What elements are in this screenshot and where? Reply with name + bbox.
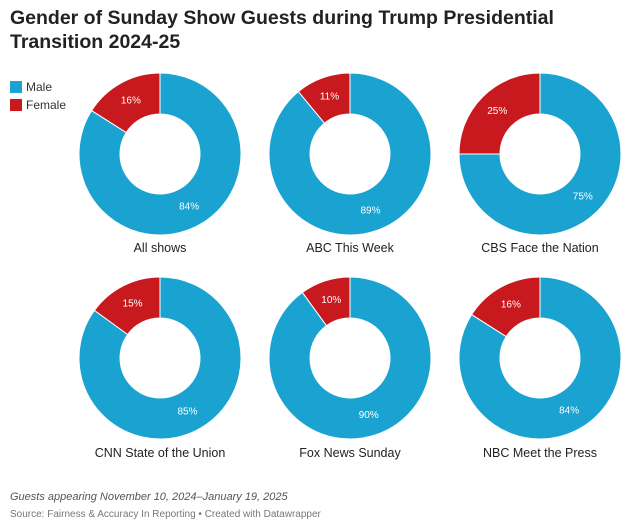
- legend-swatch-female: [10, 99, 22, 111]
- slice-label-female-abc-this-week: 11%: [320, 92, 339, 103]
- slice-male-cnn-state-of-the-union: [78, 276, 242, 440]
- slice-male-abc-this-week: [268, 72, 432, 236]
- slice-label-female-all-shows: 16%: [121, 96, 141, 107]
- slice-female-fox-news-sunday: [301, 276, 351, 327]
- slice-male-all-shows: [78, 72, 242, 236]
- slice-female-abc-this-week: [297, 72, 351, 124]
- donut-nbc-meet-the-press: 84% 16% NBC Meet the Press: [458, 276, 622, 460]
- slice-female-all-shows: [90, 72, 161, 134]
- slice-label-male-cbs-face-the-nation: 75%: [573, 191, 593, 202]
- donut-title-cnn-state-of-the-union: CNN State of the Union: [95, 446, 226, 460]
- legend-label-female: Female: [26, 98, 67, 112]
- slice-label-male-abc-this-week: 89%: [360, 206, 380, 217]
- slice-label-female-cnn-state-of-the-union: 15%: [123, 299, 143, 310]
- slice-male-fox-news-sunday: [268, 276, 432, 440]
- legend-swatch-male: [10, 81, 22, 93]
- slice-label-female-nbc-meet-the-press: 16%: [501, 300, 521, 311]
- slice-label-male-fox-news-sunday: 90%: [359, 410, 379, 421]
- slice-female-cbs-face-the-nation: [458, 72, 541, 155]
- slice-male-nbc-meet-the-press: [458, 276, 622, 440]
- slice-female-nbc-meet-the-press: [470, 276, 541, 338]
- legend-label-male: Male: [26, 80, 53, 94]
- donut-cnn-state-of-the-union: 85% 15% CNN State of the Union: [78, 276, 242, 460]
- slice-male-cbs-face-the-nation: [458, 72, 622, 236]
- slice-label-female-cbs-face-the-nation: 25%: [487, 106, 507, 117]
- donut-title-nbc-meet-the-press: NBC Meet the Press: [483, 446, 597, 460]
- donut-cbs-face-the-nation: 75% 25% CBS Face the Nation: [458, 72, 622, 255]
- legend-item-male: Male: [10, 78, 66, 96]
- donut-title-fox-news-sunday: Fox News Sunday: [299, 446, 401, 460]
- slice-label-male-cnn-state-of-the-union: 85%: [177, 407, 197, 418]
- donut-all-shows: 84% 16% All shows: [78, 72, 242, 255]
- source-credit: Source: Fairness & Accuracy In Reporting…: [10, 509, 321, 520]
- slice-label-male-all-shows: 84%: [179, 202, 199, 213]
- chart-title: Gender of Sunday Show Guests during Trum…: [10, 7, 554, 53]
- donut-title-abc-this-week: ABC This Week: [306, 241, 395, 255]
- slice-label-male-nbc-meet-the-press: 84%: [559, 406, 579, 417]
- donut-charts-grid: 84% 16% All shows 89% 11% ABC This Week 75% 25%…: [78, 72, 622, 460]
- donut-title-cbs-face-the-nation: CBS Face the Nation: [481, 241, 598, 255]
- donut-abc-this-week: 89% 11% ABC This Week: [268, 72, 432, 255]
- legend: Male Female: [10, 78, 66, 114]
- slice-female-cnn-state-of-the-union: [93, 276, 161, 336]
- donut-title-all-shows: All shows: [134, 241, 187, 255]
- donut-fox-news-sunday: 90% 10% Fox News Sunday: [268, 276, 432, 460]
- legend-item-female: Female: [10, 96, 66, 114]
- footnote: Guests appearing November 10, 2024–Janua…: [10, 491, 288, 503]
- slice-label-female-fox-news-sunday: 10%: [321, 295, 341, 306]
